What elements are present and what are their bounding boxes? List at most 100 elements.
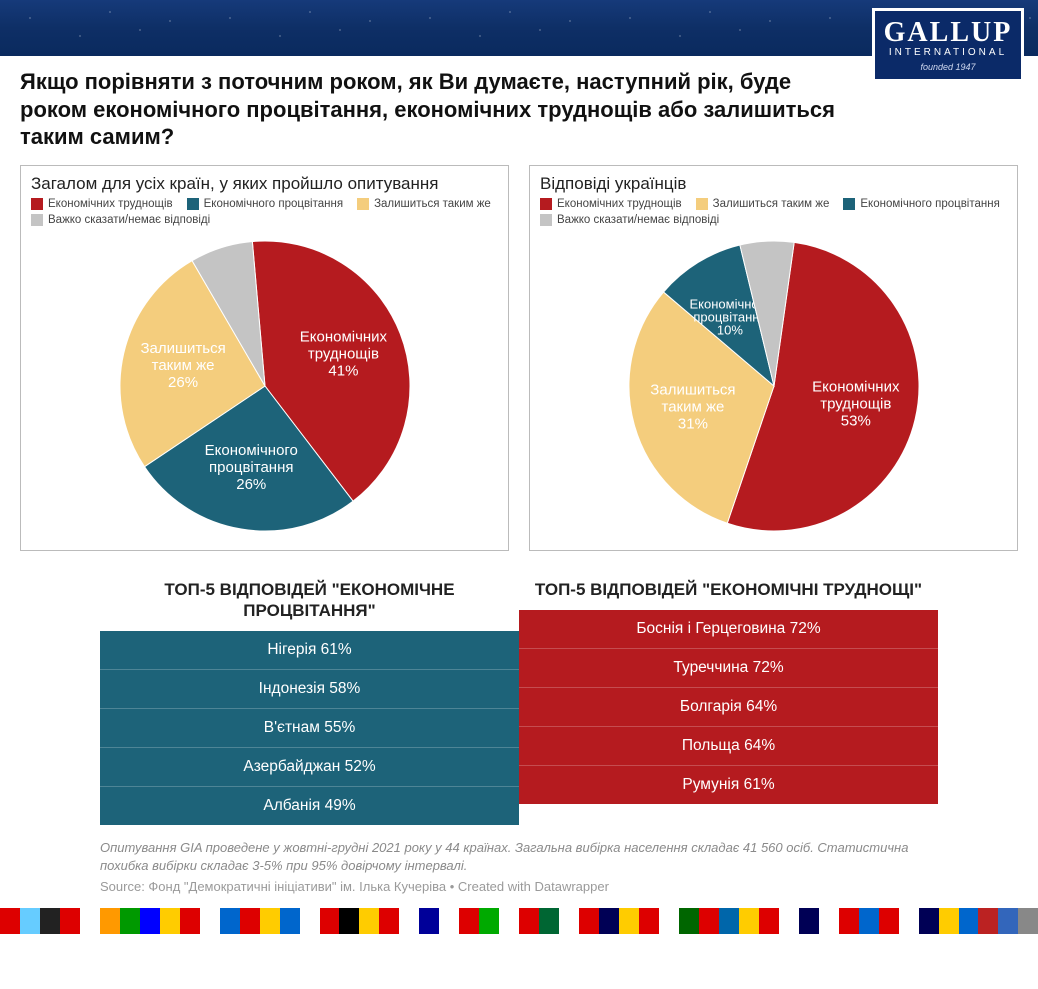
flag-segment [200, 908, 220, 934]
legend-swatch [843, 198, 855, 210]
flag-segment [739, 908, 759, 934]
flag-segment [379, 908, 399, 934]
top5-row: Польща 64% [519, 726, 938, 765]
survey-question: Якщо порівняти з поточним роком, як Ви д… [20, 68, 850, 151]
flag-segment [100, 908, 120, 934]
flag-segment [639, 908, 659, 934]
legend-label: Економічних труднощів [48, 198, 173, 210]
flag-segment [599, 908, 619, 934]
flag-segment [939, 908, 959, 934]
legend-label: Залишиться таким же [713, 198, 830, 210]
legend-swatch [31, 198, 43, 210]
flag-segment [260, 908, 280, 934]
chart-title-right: Відповіді українців [540, 174, 1007, 194]
legend-item: Залишиться таким же [696, 198, 830, 210]
flag-segment [539, 908, 559, 934]
top5-row: Нігерія 61% [100, 631, 519, 669]
legend-item: Важко сказати/немає відповіді [31, 214, 210, 226]
flag-segment [879, 908, 899, 934]
legend-swatch [540, 198, 552, 210]
legend-swatch [357, 198, 369, 210]
top5-row: В'єтнам 55% [100, 708, 519, 747]
top5-row: Румунія 61% [519, 765, 938, 804]
top5-prosperity-list: Нігерія 61%Індонезія 58%В'єтнам 55%Азерб… [100, 631, 519, 825]
logo-line-2: INTERNATIONAL [875, 47, 1021, 58]
pie-chart-right: Економічнихтруднощів53%Залишитьсятаким ж… [564, 236, 984, 536]
legend-item: Економічних труднощів [540, 198, 682, 210]
chart-title-left: Загалом для усіх країн, у яких пройшло о… [31, 174, 498, 194]
flag-segment [40, 908, 60, 934]
footnote-methodology: Опитування GIA проведене у жовтні-грудні… [100, 839, 938, 874]
flag-segment [399, 908, 419, 934]
flag-segment [140, 908, 160, 934]
pie-chart-left: Економічнихтруднощів41%Економічногопроцв… [55, 236, 475, 536]
flag-segment [20, 908, 40, 934]
flag-segment [499, 908, 519, 934]
logo-line-3: founded 1947 [875, 62, 1021, 72]
flag-segment [439, 908, 459, 934]
top5-row: Туреччина 72% [519, 648, 938, 687]
flag-segment [320, 908, 340, 934]
legend-item: Економічного процвітання [843, 198, 999, 210]
flag-segment [80, 908, 100, 934]
top5-row: Індонезія 58% [100, 669, 519, 708]
flag-segment [679, 908, 699, 934]
flag-segment [240, 908, 260, 934]
footnote-source: Source: Фонд "Демократичні ініціативи" і… [100, 878, 938, 896]
flag-segment [759, 908, 779, 934]
flag-segment [0, 908, 20, 934]
flag-segment [479, 908, 499, 934]
flag-segment [978, 908, 998, 934]
top5-prosperity-heading: ТОП-5 ВІДПОВІДЕЙ "ЕКОНОМІЧНЕ ПРОЦВІТАННЯ… [100, 579, 519, 632]
flag-segment [280, 908, 300, 934]
legend-right: Економічних труднощів Залишиться таким же… [540, 198, 1007, 226]
legend-left: Економічних труднощів Економічного процві… [31, 198, 498, 226]
flag-segment [459, 908, 479, 934]
flag-segment [220, 908, 240, 934]
legend-label: Економічного процвітання [204, 198, 343, 210]
chart-ukraine: Відповіді українців Економічних труднощі… [529, 165, 1018, 551]
flag-segment [779, 908, 799, 934]
legend-item: Залишиться таким же [357, 198, 491, 210]
legend-label: Економічних труднощів [557, 198, 682, 210]
flag-segment [998, 908, 1018, 934]
flag-segment [300, 908, 320, 934]
legend-swatch [696, 198, 708, 210]
top5-row: Боснія і Герцеговина 72% [519, 610, 938, 648]
legend-label: Економічного процвітання [860, 198, 999, 210]
flag-segment [859, 908, 879, 934]
top5-row: Албанія 49% [100, 786, 519, 825]
flag-segment [120, 908, 140, 934]
flag-segment [799, 908, 819, 934]
flag-segment [60, 908, 80, 934]
logo-line-1: GALLUP [875, 17, 1021, 49]
flag-segment [659, 908, 679, 934]
flag-segment [919, 908, 939, 934]
flag-segment [339, 908, 359, 934]
flag-segment [359, 908, 379, 934]
flag-strip [0, 908, 1038, 934]
legend-label: Важко сказати/немає відповіді [48, 214, 210, 226]
flag-segment [839, 908, 859, 934]
top5-prosperity-column: ТОП-5 ВІДПОВІДЕЙ "ЕКОНОМІЧНЕ ПРОЦВІТАННЯ… [100, 579, 519, 826]
chart-all-countries: Загалом для усіх країн, у яких пройшло о… [20, 165, 509, 551]
legend-swatch [187, 198, 199, 210]
flag-segment [559, 908, 579, 934]
legend-item: Економічного процвітання [187, 198, 343, 210]
legend-swatch [540, 214, 552, 226]
top5-row: Азербайджан 52% [100, 747, 519, 786]
legend-label: Важко сказати/немає відповіді [557, 214, 719, 226]
flag-segment [959, 908, 979, 934]
flag-segment [899, 908, 919, 934]
footnote: Опитування GIA проведене у жовтні-грудні… [20, 825, 1018, 904]
legend-label: Залишиться таким же [374, 198, 491, 210]
flag-segment [699, 908, 719, 934]
flag-segment [180, 908, 200, 934]
legend-swatch [31, 214, 43, 226]
gallup-logo: GALLUP INTERNATIONAL founded 1947 [872, 8, 1024, 82]
top5-row: Болгарія 64% [519, 687, 938, 726]
flag-segment [579, 908, 599, 934]
top5-difficulties-list: Боснія і Герцеговина 72%Туреччина 72%Бол… [519, 610, 938, 804]
flag-segment [719, 908, 739, 934]
flag-segment [619, 908, 639, 934]
